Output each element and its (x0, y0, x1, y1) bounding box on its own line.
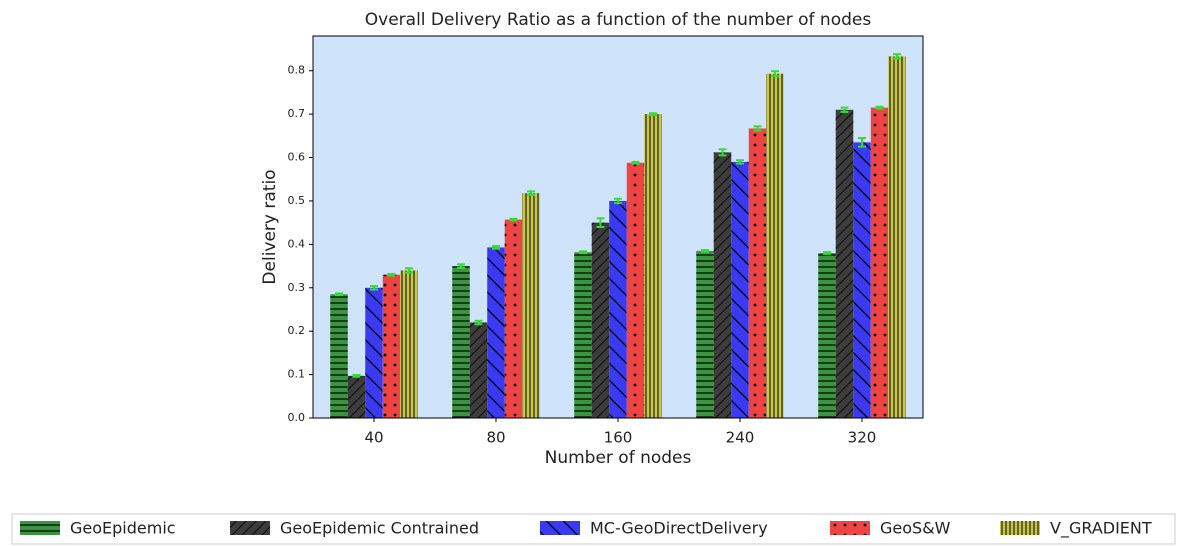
y-tick-label: 0.4 (288, 237, 306, 250)
legend-label: GeoS&W (880, 519, 951, 538)
bar-hatch (870, 107, 889, 418)
y-tick-label: 0.2 (288, 324, 306, 337)
legend-hatch (540, 521, 580, 535)
legend-label: GeoEpidemic (70, 519, 176, 538)
error-bar (527, 190, 535, 196)
error-bar (858, 137, 866, 148)
bar-hatch (574, 252, 592, 418)
legend-hatch (20, 521, 60, 535)
bar-hatch (766, 73, 784, 419)
chart-title: Overall Delivery Ratio as a function of … (365, 10, 872, 30)
bar-hatch (469, 322, 488, 418)
bar-hatch (713, 152, 732, 418)
x-tick-label: 80 (486, 429, 505, 447)
error-bar (335, 292, 343, 297)
bar-hatch (452, 266, 470, 418)
x-axis-label: Number of nodes (545, 448, 692, 468)
bar-hatch (853, 142, 871, 418)
legend-label: MC-GeoDirectDelivery (590, 519, 768, 538)
error-bar (596, 217, 605, 228)
error-bar (579, 250, 587, 255)
y-tick-label: 0.3 (288, 281, 306, 294)
error-bar (823, 251, 831, 255)
bar-hatch (347, 375, 366, 418)
error-bar (701, 249, 709, 253)
legend-hatch (1000, 521, 1040, 535)
error-bar (840, 106, 849, 113)
legend-label: V_GRADIENT (1050, 519, 1152, 539)
error-bar (718, 148, 727, 157)
bar-hatch (731, 161, 749, 419)
error-bar (457, 263, 465, 269)
legend-label: GeoEpidemic Contrained (280, 519, 479, 538)
x-tick-label: 40 (364, 429, 383, 447)
legend-hatch (230, 521, 270, 535)
bar-hatch (609, 200, 627, 418)
error-bar (370, 285, 378, 291)
error-bar (474, 319, 483, 326)
error-bar (405, 267, 413, 274)
bar-hatch (888, 56, 906, 418)
x-tick-label: 240 (726, 429, 755, 447)
bar-hatch (626, 162, 645, 418)
legend-box (11, 513, 1176, 545)
error-bar (649, 112, 657, 117)
bar-hatch (835, 109, 854, 418)
error-bar (631, 160, 640, 165)
bar-hatch (522, 193, 540, 418)
error-bar (893, 53, 901, 60)
error-bar (736, 159, 744, 165)
error-bar (387, 272, 396, 277)
bar-hatch (591, 222, 610, 418)
y-tick-label: 0.6 (288, 151, 306, 164)
bar-hatch (644, 114, 662, 419)
bar-hatch (400, 270, 418, 418)
y-tick-label: 0.0 (288, 411, 306, 424)
error-bar (492, 245, 500, 250)
y-tick-label: 0.5 (288, 194, 306, 207)
bar-hatch (365, 287, 383, 418)
error-bar (753, 125, 762, 132)
bar-hatch (696, 250, 714, 418)
error-bar (771, 70, 779, 78)
error-bar (352, 374, 361, 378)
x-tick-label: 160 (604, 429, 633, 447)
bar-hatch (748, 128, 767, 418)
error-bar (875, 105, 884, 110)
error-bar (614, 197, 622, 205)
x-tick-label: 320 (848, 429, 877, 447)
bar-hatch (818, 253, 836, 418)
bar-hatch (382, 274, 401, 418)
bar-hatch (487, 247, 505, 418)
y-tick-label: 0.7 (288, 107, 306, 120)
bar-hatch (330, 294, 348, 418)
y-axis-label: Delivery ratio (260, 169, 280, 284)
y-tick-label: 0.8 (288, 64, 306, 77)
y-tick-label: 0.1 (288, 368, 306, 381)
legend-hatch (830, 521, 870, 535)
bar-hatch (504, 219, 523, 418)
error-bar (509, 217, 518, 222)
plot-frame (312, 35, 924, 419)
